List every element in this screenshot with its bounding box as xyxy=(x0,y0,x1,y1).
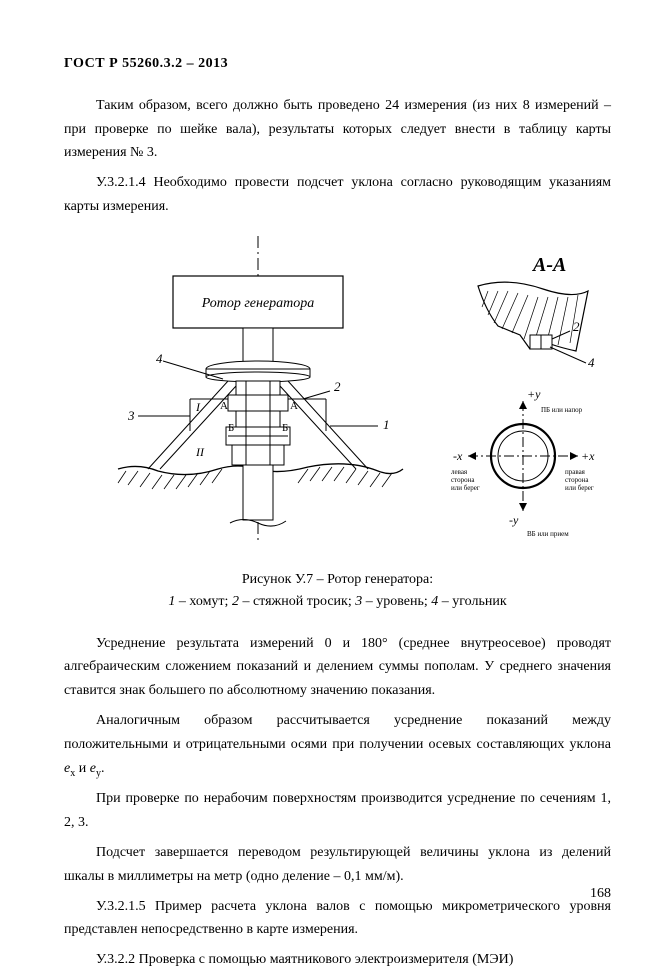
svg-text:сторона: сторона xyxy=(451,476,475,484)
paragraph: Подсчет завершается переводом результиру… xyxy=(64,841,611,889)
svg-text:Б: Б xyxy=(228,422,234,434)
svg-text:4: 4 xyxy=(156,351,163,366)
paragraph: При проверке по нерабочим поверхностям п… xyxy=(64,787,611,835)
paragraph: У.3.2.2 Проверка с помощью маятникового … xyxy=(64,948,611,972)
svg-text:сторона: сторона xyxy=(565,476,589,484)
rotor-diagram: Ротор генератора xyxy=(78,231,598,561)
figure-container: Ротор генератора xyxy=(64,231,611,561)
figure-caption: Рисунок У.7 – Ротор генератора: xyxy=(64,569,611,591)
paragraph: У.3.2.1.5 Пример расчета уклона валов с … xyxy=(64,895,611,943)
page-number: 168 xyxy=(590,882,611,906)
rotor-label: Ротор генератора xyxy=(200,296,314,311)
svg-text:Б: Б xyxy=(282,422,288,434)
svg-text:А-А: А-А xyxy=(531,254,566,276)
svg-text:2: 2 xyxy=(334,379,341,394)
svg-text:А: А xyxy=(290,400,298,412)
svg-text:+x: +x xyxy=(581,449,595,463)
svg-text:3: 3 xyxy=(127,408,135,423)
svg-text:или берег: или берег xyxy=(565,484,594,492)
paragraph: У.3.2.1.4 Необходимо провести подсчет ук… xyxy=(64,171,611,219)
svg-text:2: 2 xyxy=(573,319,580,334)
svg-text:4: 4 xyxy=(588,355,595,370)
svg-text:или берег: или берег xyxy=(451,484,480,492)
svg-text:II: II xyxy=(195,445,205,459)
paragraph: Усреднение результата измерений 0 и 180°… xyxy=(64,632,611,703)
document-header: ГОСТ Р 55260.3.2 – 2013 xyxy=(64,52,611,76)
svg-text:-y: -y xyxy=(509,513,519,527)
axis-note: ПБ или напор xyxy=(541,406,583,414)
axis-note: левая xyxy=(451,468,468,476)
paragraph: Таким образом, всего должно быть проведе… xyxy=(64,94,611,165)
svg-text:1: 1 xyxy=(383,417,390,432)
figure-legend: 1 – хомут; 2 – стяжной тросик; 3 – урове… xyxy=(64,591,611,613)
svg-text:+y: +y xyxy=(527,387,541,401)
paragraph: Аналогичным образом рассчитывается усред… xyxy=(64,709,611,781)
svg-text:-x: -x xyxy=(453,449,463,463)
document-page: ГОСТ Р 55260.3.2 – 2013 Таким образом, в… xyxy=(0,0,661,936)
svg-text:правая: правая xyxy=(565,468,586,476)
svg-text:ВБ или прием: ВБ или прием xyxy=(527,530,569,538)
svg-text:А: А xyxy=(220,400,228,412)
